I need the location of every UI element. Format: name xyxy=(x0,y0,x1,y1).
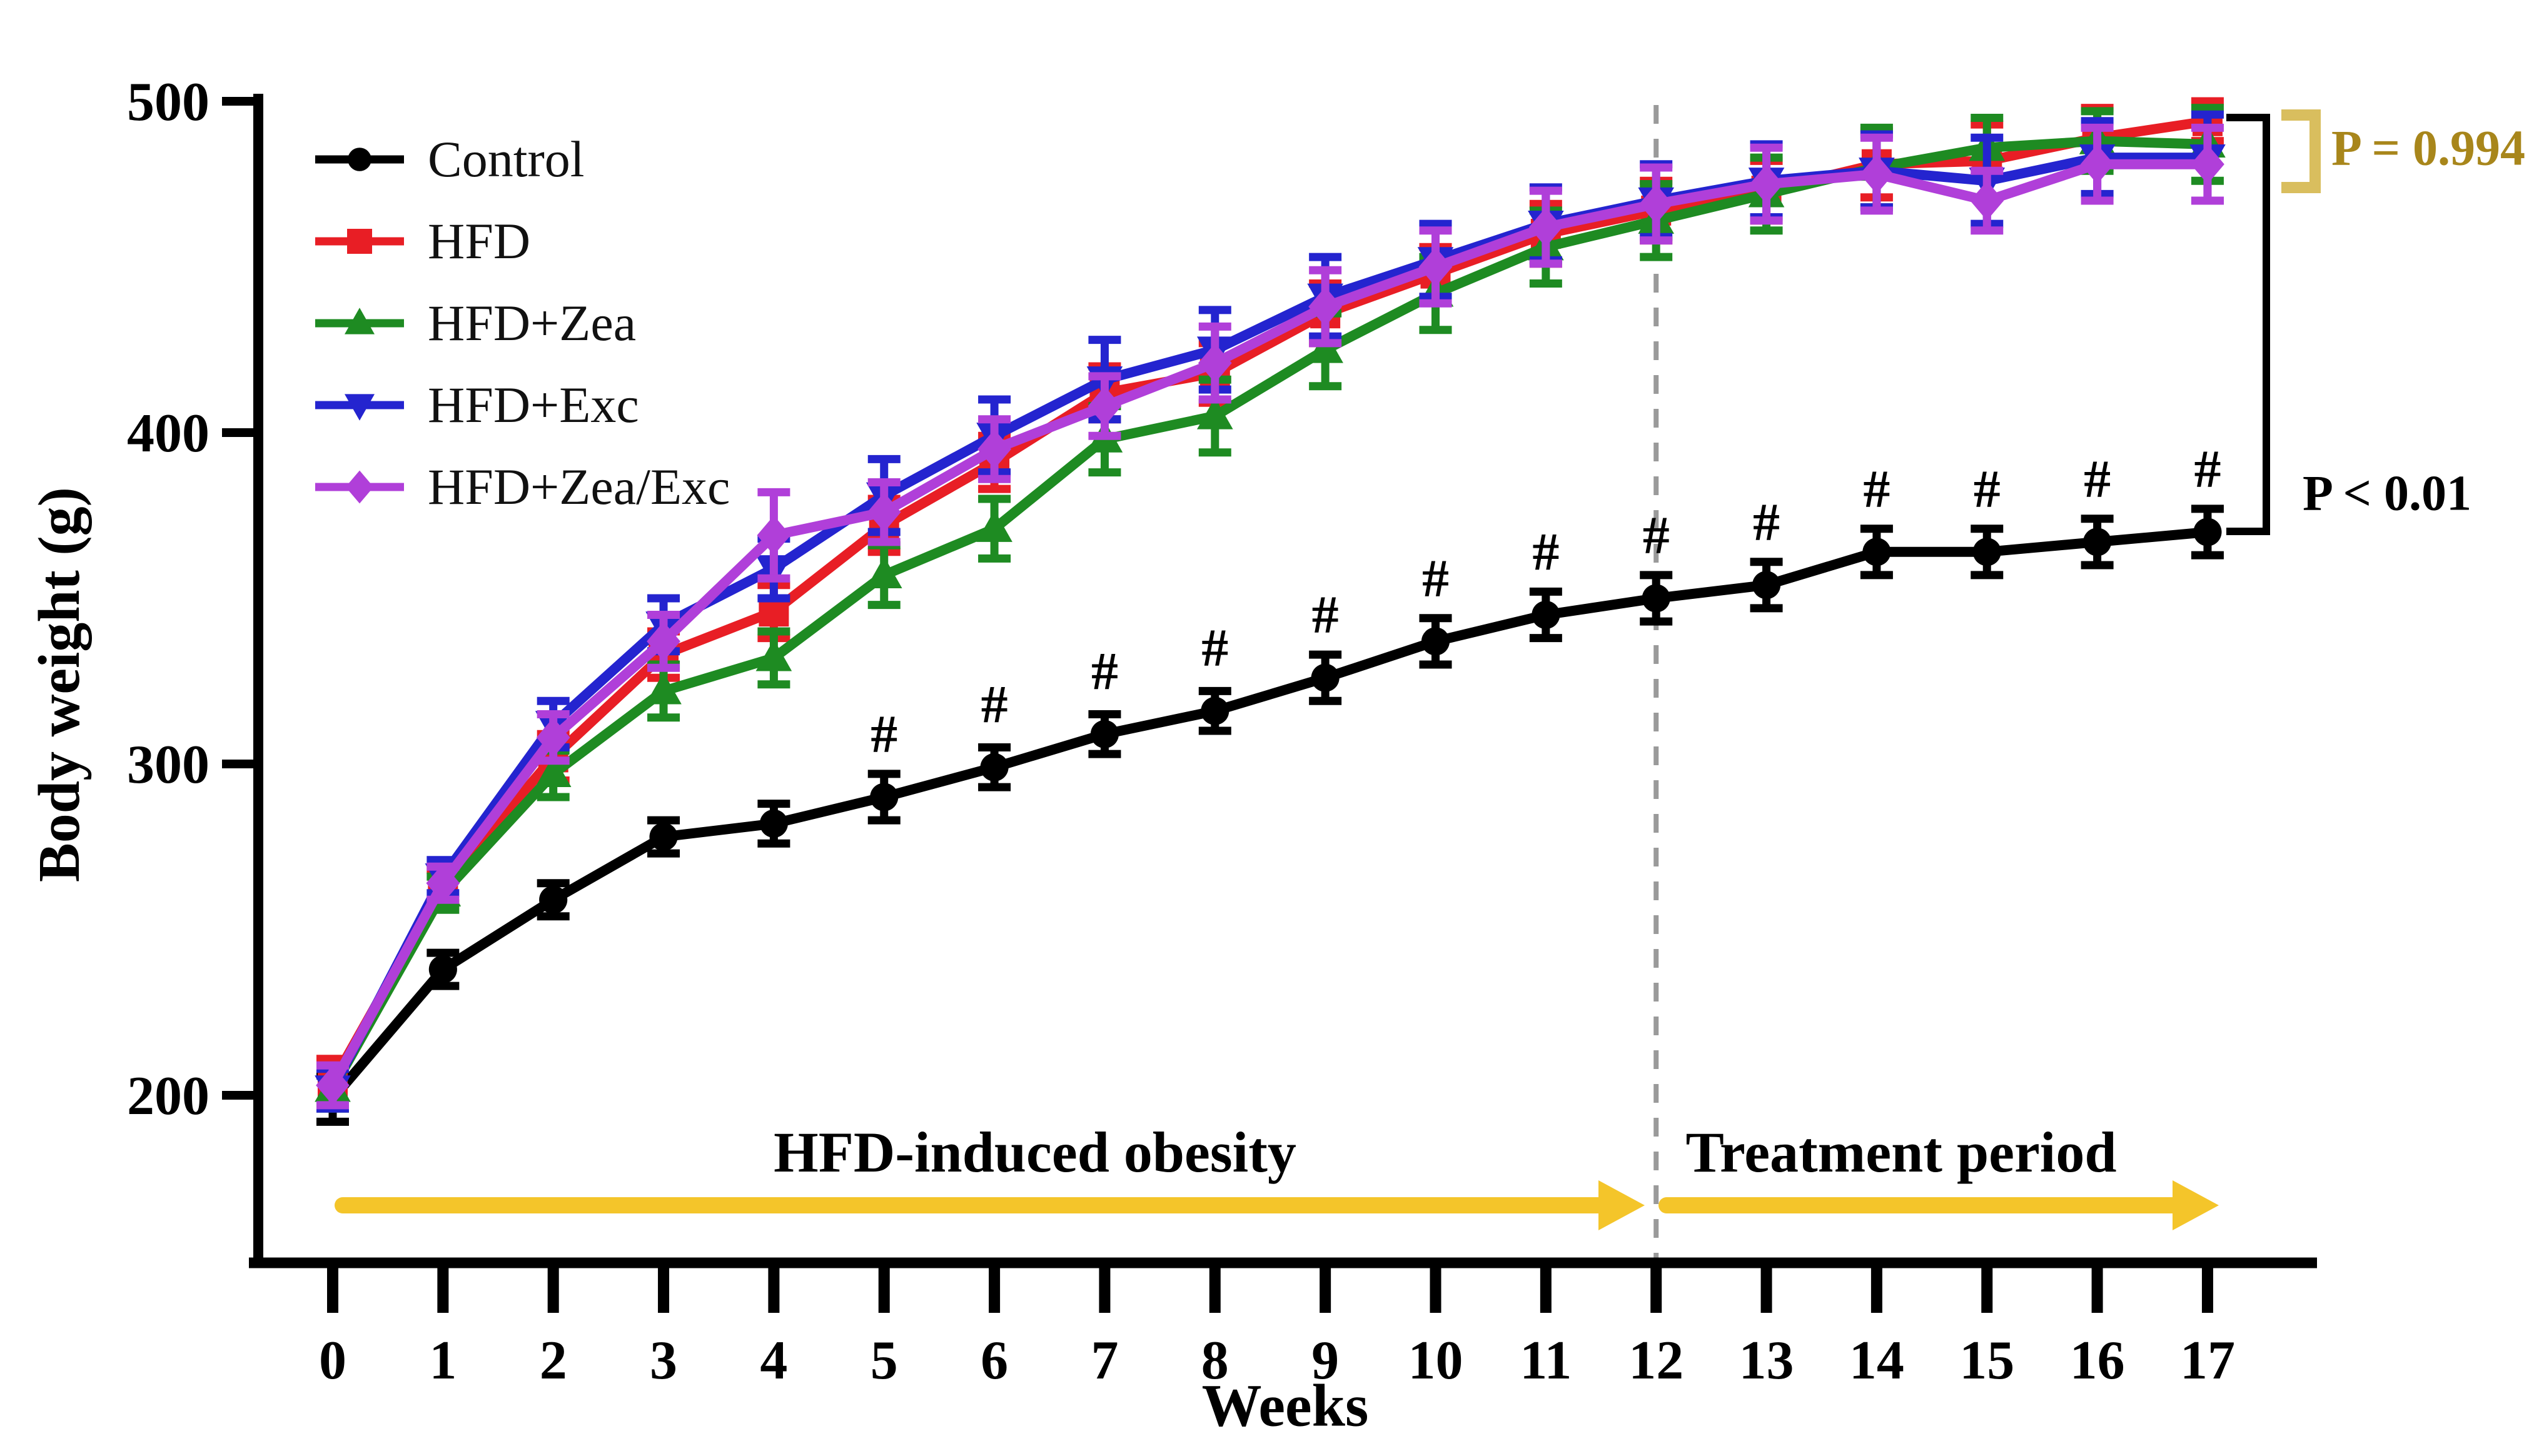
svg-text:14: 14 xyxy=(1849,1330,1904,1391)
period-arrows xyxy=(335,1180,2219,1230)
svg-text:2: 2 xyxy=(540,1330,567,1391)
svg-text:#: # xyxy=(1312,585,1339,645)
legend-item-control: Control xyxy=(313,130,730,189)
series-Control xyxy=(316,505,2224,1126)
svg-text:#: # xyxy=(1643,505,1670,565)
svg-text:16: 16 xyxy=(2070,1330,2125,1391)
label-hfd-induced-obesity: HFD-induced obesity xyxy=(774,1120,1296,1184)
svg-text:1: 1 xyxy=(429,1330,457,1391)
legend-line-marker-icon xyxy=(315,308,404,334)
svg-text:0: 0 xyxy=(319,1330,346,1391)
series-HFD+Zea/Exc xyxy=(316,123,2224,1110)
svg-text:400: 400 xyxy=(127,403,209,464)
svg-text:13: 13 xyxy=(1739,1330,1794,1391)
svg-text:7: 7 xyxy=(1091,1330,1118,1391)
comparison-brackets xyxy=(2226,109,2321,535)
significance-hash-marks: # # # # # # # # # # # # # xyxy=(871,439,2221,764)
svg-text:#: # xyxy=(1091,641,1118,701)
legend-item-hfd: HFD xyxy=(313,212,730,271)
svg-text:11: 11 xyxy=(1520,1330,1572,1391)
legend-line-marker-icon xyxy=(315,470,404,504)
legend-item-hfd-zea-exc: HFD+Zea/Exc xyxy=(313,458,730,516)
svg-text:12: 12 xyxy=(1628,1330,1683,1391)
legend-label: HFD+Zea xyxy=(428,294,637,351)
svg-text:4: 4 xyxy=(760,1330,787,1391)
svg-text:10: 10 xyxy=(1408,1330,1463,1391)
svg-text:#: # xyxy=(1201,618,1228,678)
legend-line-marker-icon xyxy=(315,229,404,254)
svg-text:#: # xyxy=(2194,439,2221,499)
legend-label: Control xyxy=(428,131,585,188)
svg-text:#: # xyxy=(871,704,897,764)
legend-line-marker-icon xyxy=(315,394,404,421)
svg-text:17: 17 xyxy=(2180,1330,2235,1391)
x-axis-title: Weeks xyxy=(1201,1372,1369,1439)
svg-text:#: # xyxy=(1753,492,1780,552)
legend-line-marker-icon xyxy=(315,148,404,171)
legend-label: HFD+Zea/Exc xyxy=(428,458,730,515)
svg-text:9: 9 xyxy=(1311,1330,1339,1391)
legend: Control HFD HFD+Zea HFD+Exc HFD+Zea/Exc xyxy=(313,130,730,516)
svg-text:6: 6 xyxy=(981,1330,1008,1391)
svg-text:#: # xyxy=(981,674,1008,734)
svg-text:500: 500 xyxy=(127,72,209,133)
annotation-p-less: P < 0.01 xyxy=(2303,466,2472,521)
svg-text:200: 200 xyxy=(127,1066,209,1127)
svg-text:#: # xyxy=(1863,459,1890,519)
svg-text:#: # xyxy=(1422,548,1449,608)
annotation-p-equals: P = 0.994 xyxy=(2331,121,2526,176)
legend-item-hfd-exc: HFD+Exc xyxy=(313,376,730,434)
y-axis-title: Body weight (g) xyxy=(27,487,92,882)
svg-text:8: 8 xyxy=(1201,1330,1229,1391)
svg-text:5: 5 xyxy=(871,1330,898,1391)
svg-text:#: # xyxy=(2084,449,2111,509)
svg-text:300: 300 xyxy=(127,735,209,795)
label-treatment-period: Treatment period xyxy=(1685,1120,2117,1184)
svg-text:15: 15 xyxy=(1959,1330,2014,1391)
svg-text:#: # xyxy=(1974,459,2001,519)
svg-text:3: 3 xyxy=(650,1330,677,1391)
svg-text:#: # xyxy=(1532,522,1559,582)
legend-item-hfd-zea: HFD+Zea xyxy=(313,294,730,353)
legend-label: HFD+Exc xyxy=(428,376,639,433)
legend-label: HFD xyxy=(428,213,531,269)
